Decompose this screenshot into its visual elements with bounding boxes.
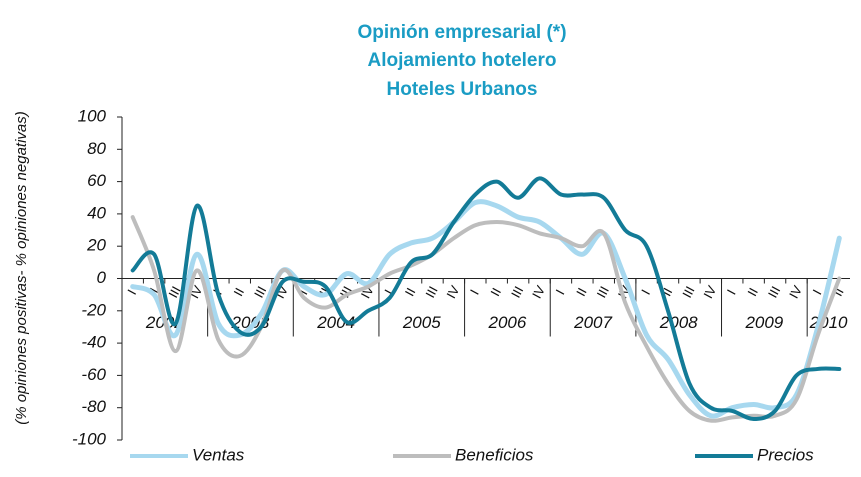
year-label: 2006 bbox=[487, 313, 526, 332]
x-tick-label: I bbox=[467, 287, 482, 297]
y-tick-label: -20 bbox=[81, 300, 106, 319]
y-tick-label: 20 bbox=[86, 236, 106, 255]
x-tick-label: I bbox=[724, 287, 739, 297]
year-label: 2007 bbox=[573, 313, 612, 332]
x-tick-label: IV bbox=[443, 283, 462, 301]
x-tick-label: II bbox=[573, 285, 590, 298]
legend-label: Precios bbox=[757, 445, 814, 464]
series-line bbox=[130, 215, 842, 423]
chart-title: Alojamiento hotelero bbox=[368, 50, 557, 71]
year-label: 2005 bbox=[402, 313, 441, 332]
y-tick-label: 80 bbox=[87, 139, 106, 158]
x-tick-label: I bbox=[124, 287, 139, 297]
chart-title: Hoteles Urbanos bbox=[387, 79, 538, 100]
x-tick-label: III bbox=[594, 284, 612, 301]
chart-title: Opinión empresarial (*) bbox=[357, 22, 566, 43]
series-line bbox=[130, 176, 842, 422]
x-tick-label: I bbox=[553, 287, 568, 297]
y-tick-label: -60 bbox=[81, 365, 106, 384]
y-tick-label: -40 bbox=[81, 333, 106, 352]
y-axis-label: (% opiniones positivas- % opiniones nega… bbox=[13, 111, 30, 425]
y-tick-label: 0 bbox=[97, 268, 107, 287]
x-tick-label: III bbox=[679, 284, 697, 301]
year-label: 2010 bbox=[809, 313, 848, 332]
y-tick-label: 40 bbox=[87, 203, 106, 222]
year-label: 2009 bbox=[744, 313, 783, 332]
year-label: 2008 bbox=[659, 313, 698, 332]
x-tick-label: IV bbox=[529, 283, 548, 301]
x-tick-label: II bbox=[402, 285, 419, 298]
x-tick-label: II bbox=[744, 285, 761, 298]
x-tick-label: II bbox=[487, 285, 504, 298]
y-tick-label: -100 bbox=[72, 429, 107, 448]
x-tick-label: I bbox=[638, 287, 653, 297]
x-tick-label: I bbox=[381, 287, 396, 297]
x-tick-label: III bbox=[422, 284, 440, 301]
x-tick-label: II bbox=[231, 285, 248, 298]
legend-label: Ventas bbox=[192, 445, 245, 464]
legend-label: Beneficios bbox=[455, 445, 534, 464]
x-tick-label: IV bbox=[700, 283, 719, 301]
x-tick-label: I bbox=[809, 287, 824, 297]
y-tick-label: -80 bbox=[81, 397, 106, 416]
x-tick-label: III bbox=[765, 284, 783, 301]
y-tick-label: 100 bbox=[78, 106, 107, 125]
year-label: 2004 bbox=[316, 313, 355, 332]
y-tick-label: 60 bbox=[87, 171, 106, 190]
x-tick-label: I bbox=[296, 287, 311, 297]
series-line bbox=[130, 199, 842, 419]
x-tick-label: IV bbox=[786, 283, 805, 301]
x-tick-label: III bbox=[508, 284, 526, 301]
